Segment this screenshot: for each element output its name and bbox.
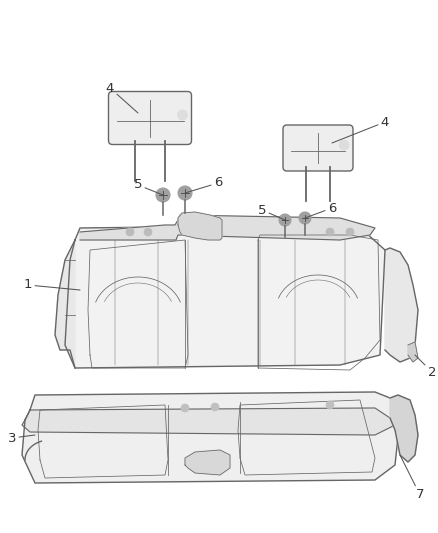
Circle shape <box>126 228 134 236</box>
Circle shape <box>326 228 334 236</box>
Text: 5: 5 <box>258 204 285 220</box>
Polygon shape <box>178 212 222 240</box>
Text: 5: 5 <box>134 179 163 195</box>
Polygon shape <box>22 408 395 435</box>
Circle shape <box>339 140 349 150</box>
Circle shape <box>178 186 192 200</box>
Circle shape <box>279 214 291 226</box>
Text: 4: 4 <box>106 82 138 113</box>
FancyBboxPatch shape <box>283 125 353 171</box>
Circle shape <box>326 401 334 409</box>
Circle shape <box>299 212 311 224</box>
Text: 6: 6 <box>185 176 222 193</box>
Circle shape <box>144 228 152 236</box>
Text: 1: 1 <box>24 279 80 292</box>
Polygon shape <box>55 240 75 368</box>
Circle shape <box>181 404 189 412</box>
Circle shape <box>211 403 219 411</box>
Polygon shape <box>185 450 230 475</box>
Text: 4: 4 <box>332 116 389 143</box>
Polygon shape <box>80 215 375 240</box>
Polygon shape <box>385 248 418 362</box>
Polygon shape <box>408 342 418 362</box>
Polygon shape <box>65 225 385 368</box>
Circle shape <box>156 188 170 202</box>
FancyBboxPatch shape <box>109 92 191 144</box>
Polygon shape <box>22 392 400 483</box>
Text: 6: 6 <box>305 201 336 218</box>
Text: 7: 7 <box>400 455 424 502</box>
Circle shape <box>177 110 187 120</box>
Circle shape <box>346 228 354 236</box>
Text: 2: 2 <box>415 355 436 378</box>
Text: 3: 3 <box>8 432 35 445</box>
Polygon shape <box>390 395 418 462</box>
